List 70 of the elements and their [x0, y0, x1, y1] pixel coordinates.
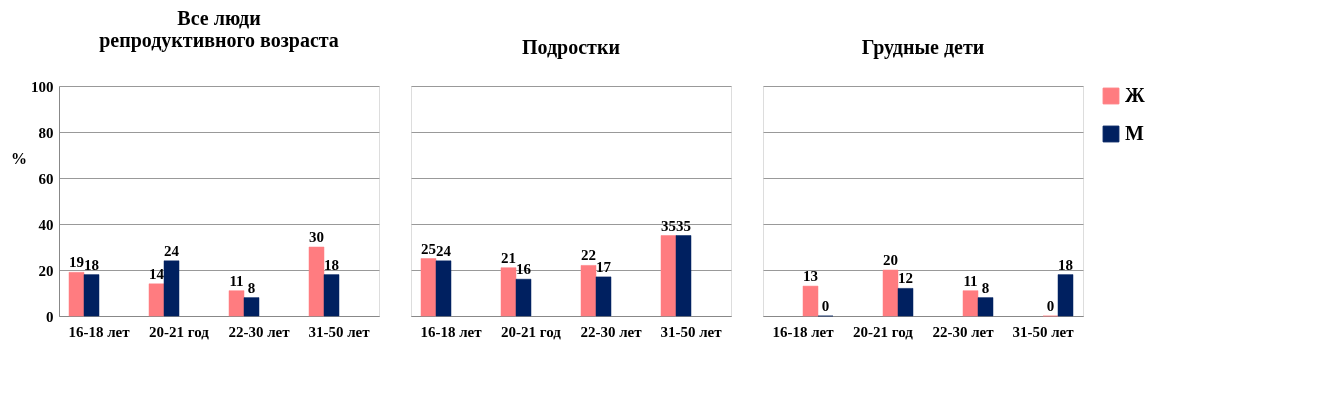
data-label: 20 — [883, 252, 898, 268]
bar — [435, 260, 452, 317]
bar — [962, 290, 979, 317]
x-tick-label: 22-30 лет — [932, 323, 995, 340]
x-tick-label: 31-50 лет — [308, 323, 371, 340]
y-tick-label: 60 — [38, 170, 54, 187]
x-tick-label: 16-18 лет — [772, 323, 835, 340]
data-label: 25 — [421, 240, 436, 257]
bar — [163, 260, 180, 317]
bar — [148, 283, 165, 317]
x-tick-label: 22-30 лет — [580, 323, 643, 340]
data-label: 17 — [596, 258, 612, 275]
x-tick-label: 20-21 год — [853, 323, 914, 340]
data-label: 21 — [501, 249, 516, 266]
bar — [660, 235, 677, 317]
data-label: 18 — [324, 256, 339, 273]
bar — [882, 269, 899, 317]
data-label: 24 — [436, 242, 452, 259]
bar — [580, 265, 597, 317]
bar — [83, 274, 100, 317]
x-tick-label: 16-18 лет — [68, 323, 131, 340]
data-label: 11 — [963, 272, 978, 289]
x-tick-label: 31-50 лет — [1012, 323, 1075, 340]
data-label: 8 — [981, 279, 990, 296]
bar — [68, 272, 85, 317]
x-tick-label: 20-21 год — [501, 323, 562, 340]
data-label: 30 — [309, 229, 324, 245]
data-label: 35 — [676, 217, 691, 234]
data-label: 24 — [164, 242, 180, 259]
y-tick-label: 0 — [46, 308, 54, 325]
bar — [515, 278, 532, 317]
data-label: 22 — [581, 247, 596, 264]
data-label: 14 — [149, 265, 165, 282]
x-tick-label: 20-21 год — [149, 323, 210, 340]
bar — [323, 274, 340, 317]
y-axis-title: % — [11, 149, 27, 167]
bar — [308, 246, 325, 317]
x-tick-label: 22-30 лет — [228, 323, 291, 340]
bar — [500, 267, 517, 317]
chart-title: Подростки — [522, 36, 620, 59]
bar — [675, 235, 692, 317]
data-label: 35 — [661, 217, 676, 234]
y-tick-label: 80 — [38, 124, 54, 141]
bar — [1057, 274, 1074, 317]
data-label: 12 — [898, 270, 913, 287]
bar — [420, 258, 437, 317]
chart-title: Все люди репродуктивного возраста — [99, 7, 339, 52]
legend-label: Ж — [1125, 84, 1145, 106]
x-tick-label: 16-18 лет — [420, 323, 483, 340]
legend-label: М — [1125, 122, 1144, 144]
data-label: 0 — [821, 298, 830, 314]
data-label: 8 — [247, 279, 256, 296]
chart-title: Грудные дети — [861, 36, 985, 59]
bar — [228, 290, 245, 317]
data-label: 19 — [69, 254, 84, 271]
data-label: 0 — [1046, 298, 1055, 314]
bar — [897, 288, 914, 317]
data-label: 18 — [84, 256, 99, 273]
bar — [243, 297, 260, 317]
bar — [802, 285, 819, 317]
data-label: 11 — [229, 272, 244, 289]
y-tick-label: 40 — [38, 216, 54, 233]
bar — [595, 276, 612, 317]
data-label: 18 — [1058, 256, 1073, 273]
y-tick-label: 20 — [38, 262, 54, 279]
x-tick-label: 31-50 лет — [660, 323, 723, 340]
data-label: 13 — [803, 268, 818, 285]
bar — [977, 297, 994, 317]
y-tick-label: 100 — [31, 78, 54, 95]
data-label: 16 — [516, 261, 532, 278]
